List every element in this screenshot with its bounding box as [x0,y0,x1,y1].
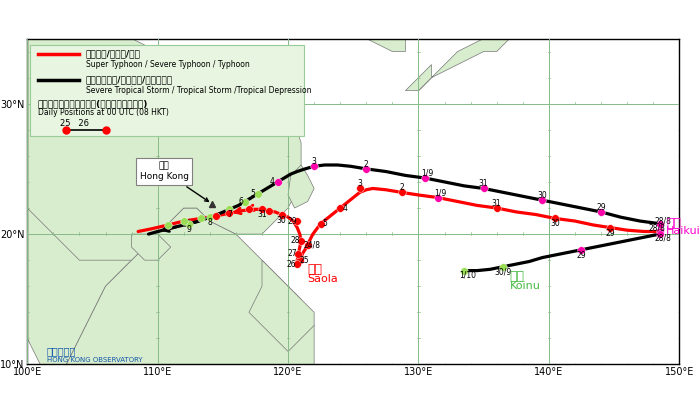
Text: 4: 4 [270,177,274,187]
Text: Severe Tropical Storm / Tropical Storm /Tropical Depression: Severe Tropical Storm / Tropical Storm /… [86,86,312,95]
Polygon shape [249,260,314,351]
Text: 1/9: 1/9 [435,188,447,197]
Text: 31: 31 [257,210,267,219]
Text: 28/8: 28/8 [655,233,672,243]
Text: 7: 7 [227,210,232,219]
Text: 香港天文台: 香港天文台 [47,346,76,356]
Text: 27: 27 [287,249,297,258]
Text: 4: 4 [342,204,347,212]
Text: 9: 9 [186,224,191,234]
Text: 25: 25 [300,256,309,265]
Text: 25   26: 25 26 [60,119,89,128]
Text: 超強颱風/強颱風/颱風: 超強颱風/強颱風/颱風 [86,50,141,59]
Text: 每日協調世界時零時位置(香港時間上午八時): 每日協調世界時零時位置(香港時間上午八時) [38,99,148,108]
Text: 2: 2 [399,183,404,192]
Text: Daily Positions at 00 UTC (08 HKT): Daily Positions at 00 UTC (08 HKT) [38,108,169,117]
Text: 31: 31 [492,199,501,208]
Text: 香港
Hong Kong: 香港 Hong Kong [140,162,209,202]
Text: 30: 30 [550,219,560,229]
Polygon shape [419,0,614,91]
Polygon shape [27,39,301,260]
Polygon shape [340,0,405,52]
Text: 1/9: 1/9 [421,169,434,178]
Text: Haikui: Haikui [666,226,700,237]
Text: 6: 6 [238,197,243,206]
Text: 2: 2 [364,160,369,169]
Text: 蘇拉: 蘇拉 [307,263,323,276]
Text: 30: 30 [276,216,286,224]
Text: 30: 30 [538,191,547,200]
Text: 3: 3 [312,157,316,166]
Text: Super Typhoon / Severe Typhoon / Typhoon: Super Typhoon / Severe Typhoon / Typhoon [86,60,250,69]
Text: 28: 28 [291,236,300,245]
Text: HONG KONG OBSERVATORY: HONG KONG OBSERVATORY [47,357,143,363]
Text: 1/10: 1/10 [459,270,476,279]
Text: 29: 29 [288,216,298,226]
Text: 28/8: 28/8 [648,223,666,232]
Polygon shape [27,208,132,364]
Text: 強烈熱帶風暴/熱帶風暴/熱帶低氣壓: 強烈熱帶風暴/熱帶風暴/熱帶低氣壓 [86,76,173,85]
Text: 29: 29 [577,251,587,260]
Text: 29: 29 [596,203,606,212]
Text: 30/9: 30/9 [495,268,512,277]
Text: 5: 5 [323,219,328,228]
Polygon shape [288,165,314,208]
Text: 5: 5 [250,189,255,198]
Text: 31: 31 [479,179,489,188]
Polygon shape [132,234,171,260]
Text: Koinu: Koinu [510,281,540,291]
Text: 26: 26 [287,260,297,268]
Text: 8: 8 [207,218,212,227]
FancyBboxPatch shape [30,45,304,136]
Polygon shape [405,64,431,91]
Text: 3: 3 [357,179,362,188]
Text: 24/8: 24/8 [304,240,321,249]
Text: Saola: Saola [307,274,338,285]
Polygon shape [27,208,314,364]
Text: 海葵: 海葵 [666,217,681,230]
Text: 小犬: 小犬 [510,270,525,283]
Text: 28/8: 28/8 [655,216,672,225]
Text: 29: 29 [606,229,615,237]
